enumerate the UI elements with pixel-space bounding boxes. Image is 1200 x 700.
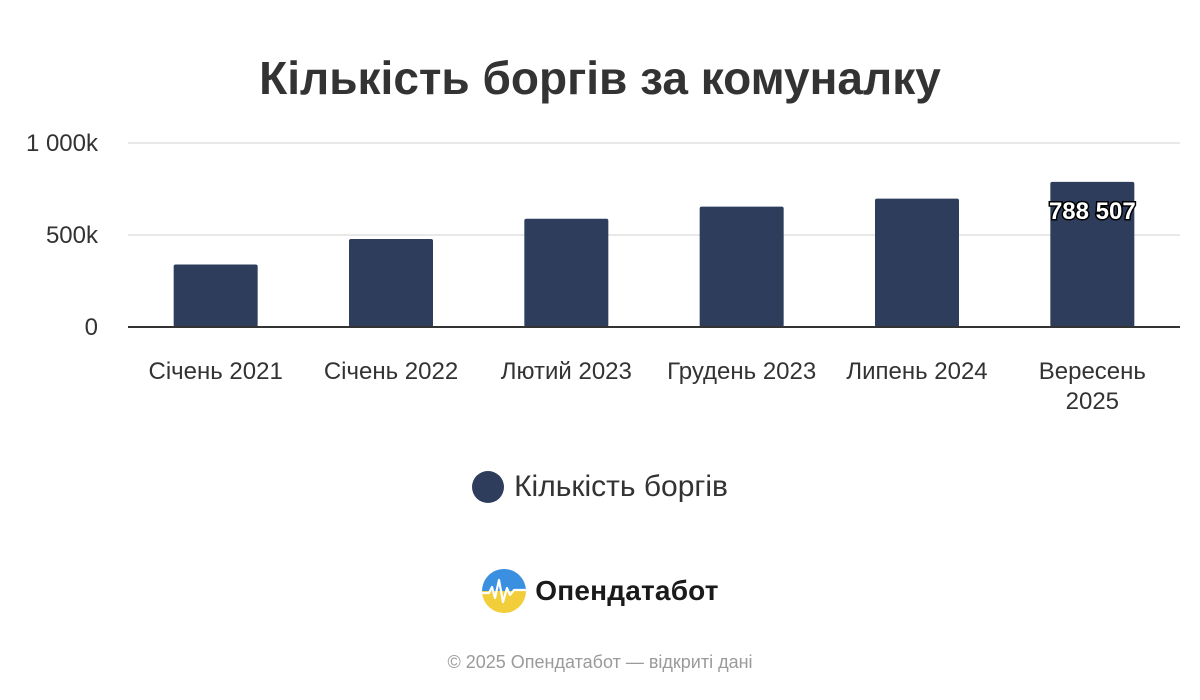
legend[interactable]: Кількість боргів (0, 470, 1200, 504)
bar (349, 239, 433, 327)
x-tick-label: Грудень 2023 (667, 358, 816, 385)
y-tick-label: 1 000k (26, 130, 99, 157)
x-tick-label: Лютий 2023 (501, 358, 632, 385)
bar (524, 218, 609, 327)
x-tick-label: Липень 2024 (846, 358, 987, 385)
brand-name: Опендатабот (535, 575, 719, 606)
footer-text: © 2025 Опендатабот — відкриті дані (447, 652, 753, 672)
bar (173, 264, 258, 327)
bar-chart: 0 500k 1 000k Січень 2021 Січень 2022 Лютий 2… (26, 130, 1180, 415)
legend-label: Кількість боргів (514, 470, 728, 503)
y-tick-label: 0 (85, 314, 98, 341)
chart-title: Кількість боргів за комуналку (259, 52, 941, 104)
x-tick-label: Січень 2022 (324, 358, 458, 385)
legend-swatch (472, 471, 505, 503)
bar (875, 198, 959, 327)
bar (1050, 181, 1135, 327)
data-label: 788 507 (1049, 198, 1136, 225)
y-tick-label: 500k (46, 222, 99, 249)
brand-logo: Опендатабот (0, 568, 1200, 614)
bar (699, 206, 784, 327)
x-tick-label: Січень 2021 (148, 358, 282, 385)
x-tick-label: Вересень 2025 (1039, 358, 1146, 415)
opendatabot-logo-icon (482, 569, 527, 613)
